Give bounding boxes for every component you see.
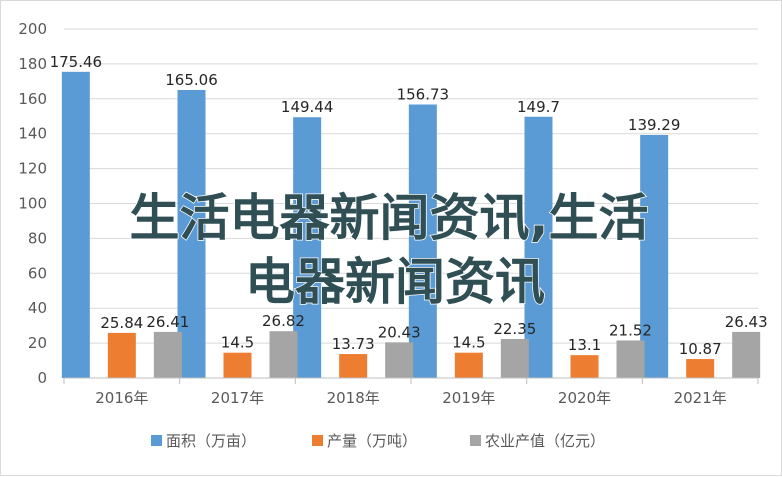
bar-1 (293, 117, 322, 378)
bars (61, 71, 761, 378)
bar-1 (408, 104, 437, 378)
data-label: 13.73 (332, 335, 375, 353)
y-tick-label: 80 (28, 229, 47, 247)
watermark-line-2: 电器新闻资讯 (245, 253, 545, 311)
bar-2 (107, 332, 136, 378)
data-label: 25.84 (100, 314, 143, 332)
y-tick-label: 120 (18, 160, 47, 178)
data-label: 10.87 (679, 340, 722, 358)
data-label: 139.29 (628, 116, 681, 134)
bar-3 (732, 331, 761, 378)
x-tick-label: 2021年 (674, 389, 727, 407)
axes: 0 20 40 60 80 100 120 140 160 180 200 2016年 2017年 201… (18, 20, 759, 407)
data-label: 26.82 (262, 312, 305, 330)
x-tick-label: 2016年 (95, 389, 148, 407)
bar-1 (61, 71, 90, 378)
x-tick-label: 2018年 (327, 389, 380, 407)
data-label: 26.41 (146, 313, 189, 331)
data-labels: 175.46 165.06 149.44 156.73 149.7 139.29 25.84… (50, 53, 768, 358)
bar-3 (500, 338, 529, 378)
legend-swatch (151, 435, 162, 446)
bar-2 (454, 352, 483, 378)
bar-2 (223, 352, 252, 378)
data-label: 14.5 (221, 334, 254, 352)
bar-2 (570, 355, 599, 378)
y-tick-label: 200 (18, 20, 47, 38)
y-tick-label: 180 (18, 55, 47, 73)
x-tick-label: 2017年 (211, 389, 264, 407)
y-tick-label: 60 (28, 264, 47, 282)
bar-3 (269, 331, 298, 378)
legend-swatch (470, 435, 481, 446)
bar-2 (339, 354, 368, 378)
y-tick-label: 160 (18, 90, 47, 108)
data-label: 165.06 (165, 71, 218, 89)
x-tick-label: 2020年 (558, 389, 611, 407)
bar-3 (385, 342, 414, 378)
y-tick-label: 100 (18, 195, 47, 213)
bar-3 (616, 340, 645, 378)
legend-label: 产量（万吨） (327, 432, 417, 450)
bar-3 (153, 331, 182, 378)
data-label: 13.1 (568, 336, 601, 354)
bar-1 (640, 134, 669, 378)
data-label: 156.73 (397, 86, 450, 104)
legend-swatch (312, 435, 323, 446)
data-label: 21.52 (609, 321, 652, 339)
data-label: 149.7 (517, 98, 560, 116)
data-label: 149.44 (281, 98, 334, 116)
data-label: 14.5 (452, 334, 485, 352)
y-tick-label: 40 (28, 299, 47, 317)
watermark: 生活电器新闻资讯,生活 电器新闻资讯 (129, 188, 650, 312)
legend-label: 农业产值（亿元） (485, 432, 605, 450)
data-label: 20.43 (378, 323, 421, 341)
data-label: 26.43 (725, 313, 768, 331)
x-tick-label: 2019年 (442, 389, 495, 407)
bar-1 (177, 89, 206, 378)
y-tick-label: 140 (18, 125, 47, 143)
data-label: 22.35 (493, 320, 536, 338)
legend: 面积（万亩） 产量（万吨） 农业产值（亿元） (151, 432, 605, 450)
bar-1 (524, 116, 553, 378)
bar-2 (686, 359, 715, 378)
watermark-line-1: 生活电器新闻资讯,生活 (130, 189, 649, 247)
y-tick-label: 20 (28, 334, 47, 352)
data-label: 175.46 (50, 53, 103, 71)
legend-label: 面积（万亩） (166, 432, 256, 450)
y-tick-label: 0 (37, 369, 47, 387)
